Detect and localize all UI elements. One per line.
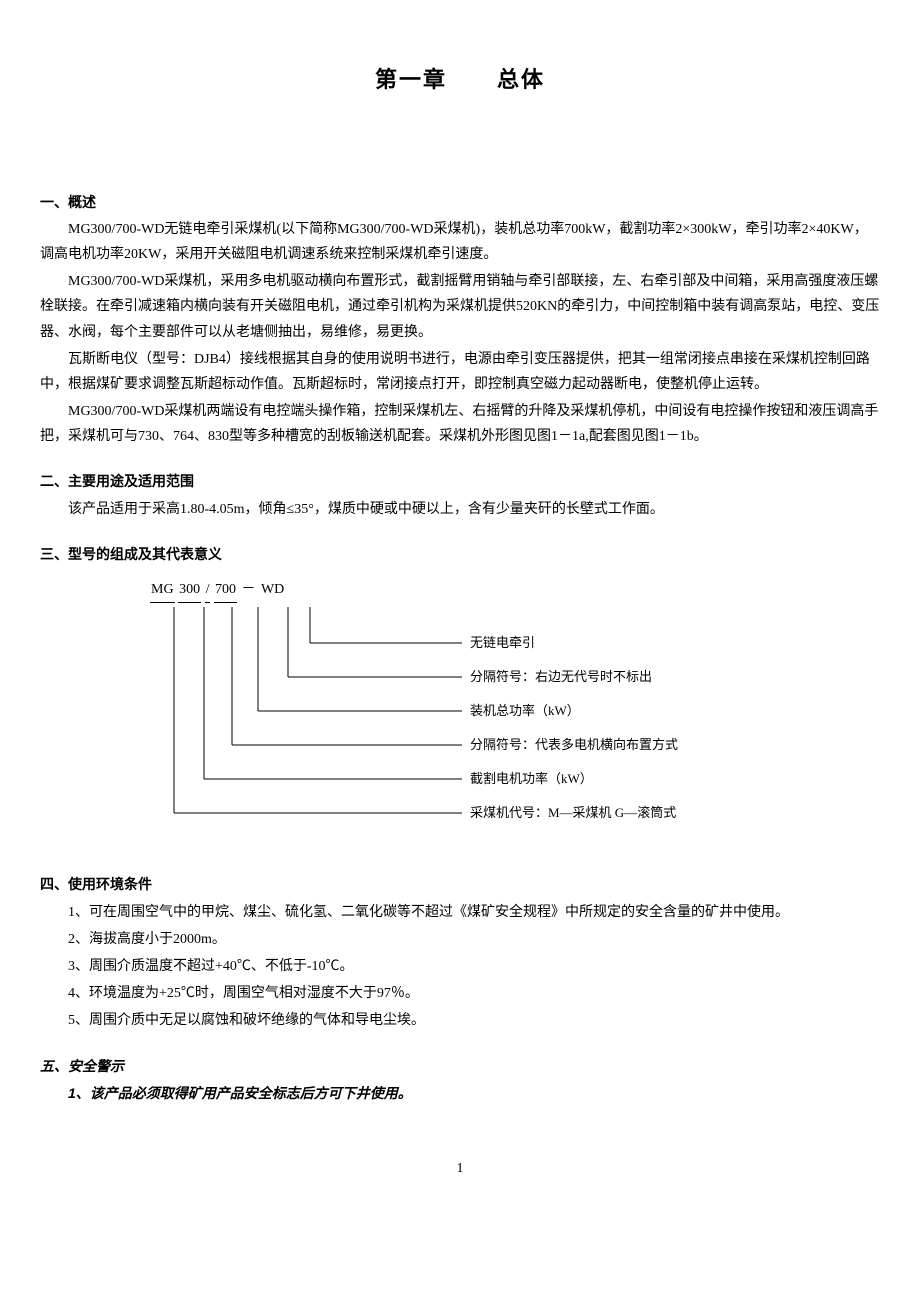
model-string: MG 300 / 700 － WD [150,577,880,603]
s2-p1: 该产品适用于采高1.80-4.05m，倾角≤35°，煤质中硬或中硬以上，含有少量… [40,497,880,522]
s4-p3: 3、周围介质温度不超过+40℃、不低于-10℃。 [40,954,880,979]
s4-p1: 1、可在周围空气中的甲烷、煤尘、硫化氢、二氧化碳等不超过《煤矿安全规程》中所规定… [40,900,880,925]
model-seg-slash: / [205,577,211,603]
model-bracket-svg: 无链电牵引分隔符号：右边无代号时不标出装机总功率（kW） 分隔符号：代表多电机横向… [150,607,750,843]
section-3-heading: 三、型号的组成及其代表意义 [40,542,880,567]
section-4-heading: 四、使用环境条件 [40,872,880,897]
diagram-label-4: 分隔符号：代表多电机横向布置方式 [470,737,678,752]
chapter-label-left: 第一章 [375,67,447,92]
s1-p3: 瓦斯断电仪（型号：DJB4）接线根据其自身的使用说明书进行，电源由牵引变压器提供… [40,347,880,397]
chapter-label-right: 总体 [497,67,545,92]
s5-p1: 1、该产品必须取得矿用产品安全标志后方可下井使用。 [40,1081,880,1106]
s1-p4: MG300/700-WD采煤机两端设有电控端头操作箱，控制采煤机左、右摇臂的升降… [40,399,880,449]
s4-p4: 4、环境温度为+25℃时，周围空气相对湿度不大于97％。 [40,981,880,1006]
diagram-label-5: 截割电机功率（kW） [470,771,593,786]
section-1-heading: 一、概述 [40,190,880,215]
diagram-label-6: 采煤机代号：M—采煤机 G—滚筒式 [470,805,676,820]
diagram-label-1: 无链电牵引 [470,635,535,650]
model-seg-700: 700 [214,577,237,603]
model-seg-300: 300 [178,577,201,603]
chapter-title: 第一章 总体 [40,60,880,100]
model-seg-wd: WD [260,577,285,602]
page-number: 1 [40,1156,880,1181]
s1-p1: MG300/700-WD无链电牵引采煤机(以下简称MG300/700-WD采煤机… [40,217,880,267]
section-2-heading: 二、主要用途及适用范围 [40,469,880,494]
diagram-label-2: 分隔符号：右边无代号时不标出 [470,669,652,684]
model-seg-mg: MG [150,577,175,603]
section-5-heading: 五、安全警示 [40,1054,880,1079]
s4-p5: 5、周围介质中无足以腐蚀和破坏绝缘的气体和导电尘埃。 [40,1008,880,1033]
diagram-label-3: 装机总功率（kW） [470,703,580,718]
model-seg-dash: － [240,577,256,602]
model-diagram: MG 300 / 700 － WD 无链电牵引分隔符号：右边无代号时不标出装机总… [150,577,880,852]
s1-p2: MG300/700-WD采煤机，采用多电机驱动横向布置形式，截割摇臂用销轴与牵引… [40,269,880,345]
s4-p2: 2、海拔高度小于2000m。 [40,927,880,952]
